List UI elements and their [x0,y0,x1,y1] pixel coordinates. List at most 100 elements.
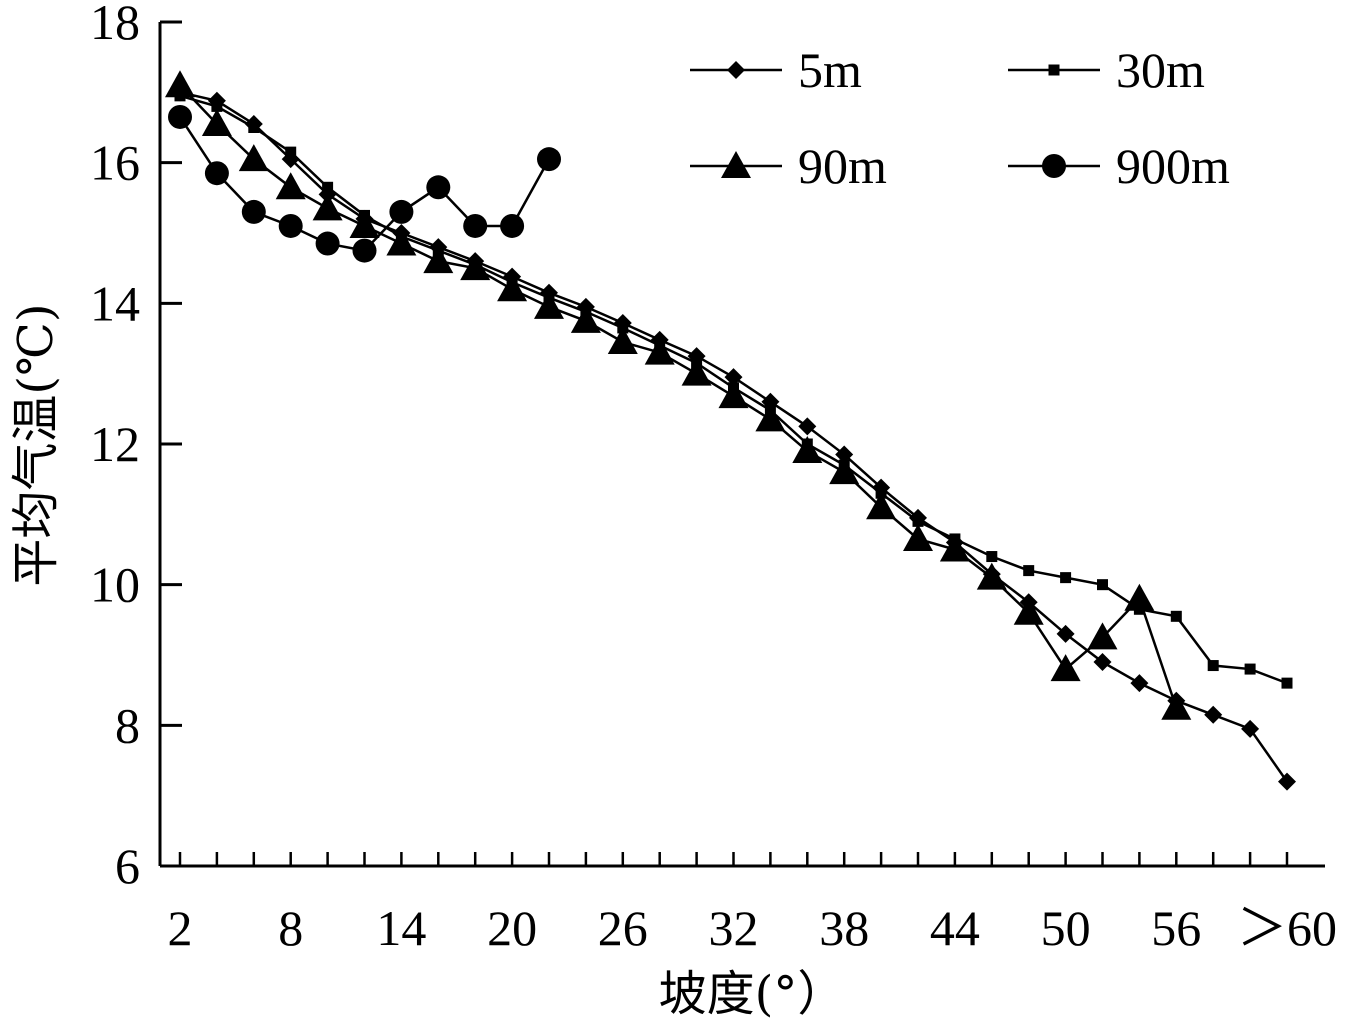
y-tick-label: 16 [90,135,140,191]
x-tick-label: 56 [1151,900,1201,956]
data-point-900m [352,238,377,263]
data-point-90m [976,562,1007,590]
data-point-90m [238,144,269,172]
data-point-90m [423,246,454,274]
legend-marker [1048,64,1060,76]
x-tick-label: 32 [709,900,759,956]
legend-label: 900m [1116,138,1230,194]
data-point-90m [792,436,823,464]
x-tick-label: 14 [376,900,426,956]
x-tick-label: 44 [930,900,980,956]
data-point-900m [168,104,192,129]
data-point-90m [939,534,970,562]
legend-label: 90m [798,138,887,194]
data-point-900m [204,161,229,186]
data-point-90m [1050,654,1081,682]
data-point-900m [241,199,266,224]
data-point-90m [570,305,601,333]
data-point-30m [211,100,223,112]
data-point-90m [275,172,306,200]
legend-label: 30m [1116,42,1205,98]
data-point-30m [285,146,297,158]
series-90m [165,70,1192,720]
data-point-5m [1278,772,1296,791]
data-point-30m [322,181,334,193]
x-tick-label: 26 [598,900,648,956]
data-point-90m [681,358,712,386]
x-tick-label: 8 [278,900,303,956]
data-point-30m [912,515,924,527]
data-point-30m [248,122,260,133]
legend-marker [1042,154,1066,178]
series-line-5m [179,91,1289,783]
y-tick-label: 12 [90,416,140,472]
data-point-900m [278,213,303,238]
data-point-90m [349,210,380,238]
data-point-30m [1207,660,1219,672]
data-point-90m [386,228,417,256]
data-point-90m [165,70,195,98]
x-axis-title: 坡度(°） [659,966,846,1022]
data-point-90m [534,291,564,319]
data-point-5m [1204,705,1223,724]
data-point-90m [755,404,786,432]
data-point-90m [1013,597,1044,625]
data-point-5m [1241,719,1260,738]
y-ticks: 6 8 10 12 14 16 18 [90,0,182,894]
x-tick-label: 50 [1041,900,1091,956]
data-point-90m [718,381,749,409]
x-tick-label: ＞60 [1237,900,1337,956]
data-point-90m [644,337,675,365]
data-point-30m [1097,579,1108,591]
data-point-90m [1087,622,1118,650]
y-tick-label: 14 [90,275,140,331]
data-point-5m [724,368,743,387]
x-tick-label: 20 [487,900,537,956]
y-tick-label: 8 [115,697,140,753]
legend-item-900m: 900m [1008,138,1230,194]
data-point-90m [1161,692,1192,720]
y-tick-label: 18 [90,0,140,50]
series-line-90m [179,84,1178,709]
legend-marker [727,61,745,79]
data-point-30m [1023,565,1035,577]
y-tick-label: 10 [90,557,140,613]
data-point-30m [1060,572,1072,584]
data-point-30m [986,551,998,563]
legend-item-5m: 5m [690,42,862,98]
data-point-30m [1170,610,1182,622]
data-point-90m [497,274,528,302]
data-point-90m [460,253,491,281]
data-point-5m [798,417,817,436]
data-point-900m [315,231,340,256]
data-point-90m [866,492,897,520]
data-point-900m [426,175,451,200]
x-tick-label: 38 [819,900,869,956]
data-point-5m [1056,624,1075,643]
data-point-900m [463,213,488,238]
data-point-900m [389,199,414,224]
data-point-90m [312,193,343,221]
legend-marker [721,151,751,178]
y-axis-title: 平均气温(℃) [8,303,64,586]
data-point-90m [829,457,860,485]
data-point-5m [835,445,854,464]
data-point-90m [607,327,638,355]
y-tick-label: 6 [115,838,140,894]
data-point-90m [903,523,933,551]
data-point-900m [500,213,525,238]
x-ticks: 2 8 14 20 26 32 38 44 50 56 ＞60 [168,852,1337,956]
x-tick-label: 2 [168,900,193,956]
data-point-90m [1124,583,1155,611]
legend: 5m 30m 90m 900m [690,42,1230,194]
data-point-90m [201,108,232,136]
legend-item-30m: 30m [1008,42,1205,98]
data-point-5m [1093,653,1112,672]
legend-item-90m: 90m [690,138,887,194]
series-layer [165,70,1296,791]
series-900m [168,104,561,263]
data-point-30m [1281,677,1293,689]
data-point-5m [1130,674,1149,693]
data-point-900m [537,147,561,172]
